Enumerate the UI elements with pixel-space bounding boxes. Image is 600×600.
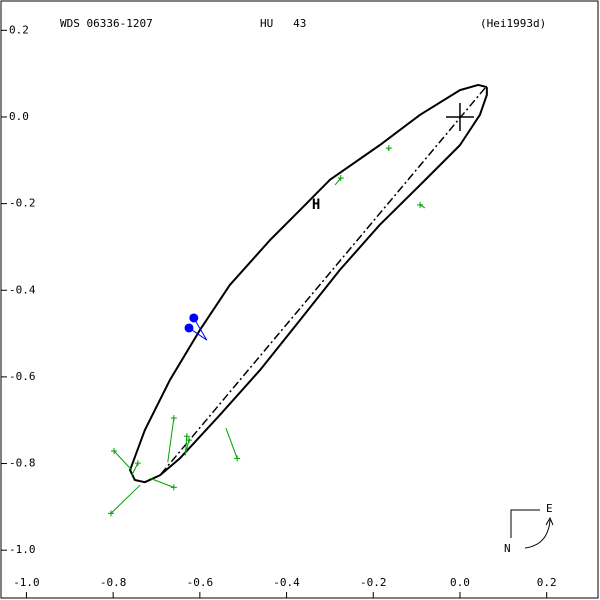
x-tick-label: -0.6	[187, 576, 214, 589]
x-tick-label: 0.0	[450, 576, 470, 589]
observation	[417, 201, 424, 208]
observation	[170, 484, 177, 491]
compass-arrow	[524, 519, 551, 549]
observation	[111, 447, 118, 454]
observation	[186, 437, 193, 444]
compass-axes	[510, 509, 540, 538]
orbit-ellipse	[129, 83, 488, 484]
primary-star	[445, 102, 474, 131]
residual-line	[110, 484, 141, 514]
compass-east: E	[546, 502, 553, 515]
y-tick-label: 0.2	[9, 23, 29, 36]
observation	[170, 415, 177, 422]
y-tick-label: -0.2	[9, 197, 36, 210]
header-right: (Hei1993d)	[480, 17, 546, 30]
residual-line	[184, 440, 190, 456]
compass-north: N	[504, 542, 511, 555]
header-left: WDS 06336-1207	[60, 17, 153, 30]
y-tick-label: -0.6	[9, 370, 36, 383]
y-tick-label: 0.0	[9, 110, 29, 123]
x-tick-label: -0.8	[100, 576, 127, 589]
node-line	[159, 87, 486, 476]
compass-arrowhead	[545, 516, 554, 526]
x-tick-label: -0.2	[360, 576, 387, 589]
residual-line	[419, 204, 426, 209]
marker-h: H	[312, 197, 320, 213]
observation	[337, 175, 344, 182]
x-tick-label: -1.0	[13, 576, 40, 589]
blue-point	[189, 313, 199, 323]
residual-line	[113, 450, 133, 471]
x-tick-label: 0.2	[537, 576, 557, 589]
residual-line	[225, 427, 238, 459]
residual-line	[149, 477, 175, 488]
residual-line	[167, 417, 175, 463]
residual-line	[131, 462, 139, 476]
x-tick-label: -0.4	[273, 576, 300, 589]
observation	[385, 145, 392, 152]
residual-line	[184, 436, 188, 456]
compass: E N	[504, 502, 554, 555]
blue-point	[184, 323, 194, 333]
y-tick-label: -0.8	[9, 457, 36, 470]
observation	[234, 455, 241, 462]
observation	[107, 510, 114, 517]
header-center: HU 43	[260, 17, 306, 30]
observation	[183, 433, 190, 440]
y-tick-label: -1.0	[9, 543, 36, 556]
residual-line	[334, 177, 342, 186]
observation	[134, 460, 141, 467]
y-tick-label: -0.4	[9, 283, 36, 296]
